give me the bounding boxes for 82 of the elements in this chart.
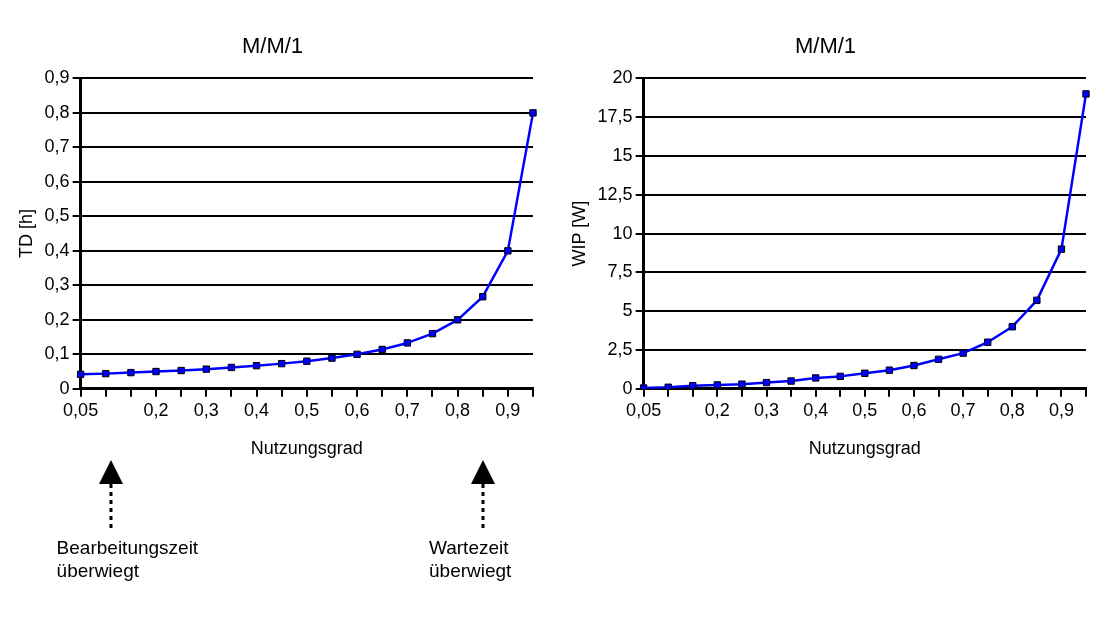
text: Bearbeitungszeit überwiegt [56,536,200,582]
point [738,380,746,388]
point [328,354,336,362]
point [453,316,462,324]
point [1033,296,1041,305]
point [811,374,820,382]
point [227,363,236,372]
x-tick-label: 0,8 [445,399,471,420]
x-tick-label: 0,05 [63,399,99,420]
point [76,370,85,378]
point [861,369,869,377]
y-tick-label: 10 [612,222,633,243]
y-tick-label: 0,5 [44,205,70,226]
y-tick-label: 0,9 [44,67,70,88]
x-tick-label: 0,4 [803,399,829,420]
point [885,366,894,374]
point [664,383,672,389]
point [428,329,437,338]
x-tick-label: 0,4 [244,399,270,420]
point [353,350,361,358]
y-tick-label: 0,8 [44,101,70,122]
point [959,349,967,357]
point [102,369,110,378]
point [713,381,722,389]
chart-title: M/M/1 [241,33,304,59]
point [1057,245,1066,253]
y-tick-label: 0,6 [44,170,70,191]
x-tick-label: 0,7 [394,399,420,420]
point [152,367,160,376]
point [934,355,943,363]
x-tick-label: 0,6 [344,399,370,420]
y-tick-label: 0,1 [44,343,70,364]
point [278,359,286,368]
y-tick-label: 7,5 [607,261,633,282]
y-tick-label: 0,3 [44,274,70,295]
x-tick-label: 0,3 [193,399,219,420]
point [403,339,412,347]
y-tick-label: 12,5 [597,183,633,204]
text: Wartezeit überwiegt [429,536,513,582]
y-tick-label: 0,2 [44,308,70,329]
y-tick-label: 0,4 [44,239,70,260]
x-tick-label: 0,6 [901,399,927,420]
point [202,365,210,373]
y-tick-label: 17,5 [597,106,633,127]
y-tick-label: 0,7 [44,136,70,157]
x-tick-label: 0,9 [1048,399,1074,420]
x-tick-label: 0,7 [950,399,976,420]
point [504,247,512,255]
x-tick-label: 0,3 [754,399,780,420]
x-tick-label: 0,8 [999,399,1025,420]
x-axis-title: Nutzungsgrad [808,438,921,459]
x-tick-label: 0,05 [626,399,662,420]
point [127,368,135,377]
x-tick-label: 0,2 [143,399,169,420]
y-axis-title: TD [h] [15,209,36,259]
point [252,362,261,370]
x-tick-label: 0,5 [294,399,320,420]
point [529,109,537,117]
point [479,293,487,301]
x-tick-label: 0,9 [495,399,521,420]
point [303,357,311,365]
point [378,345,386,354]
point [177,366,185,375]
y-tick-label: 0 [59,377,70,398]
point [910,361,918,370]
point [984,338,992,346]
x-tick-label: 0,5 [852,399,878,420]
point [836,372,844,381]
point [1082,90,1090,98]
y-tick-label: 5 [622,300,633,321]
point [762,378,771,387]
point [787,377,795,385]
x-axis-title: Nutzungsgrad [250,438,363,459]
y-tick-label: 2,5 [607,338,633,359]
point [689,382,697,389]
y-tick-label: 20 [612,67,633,88]
y-tick-label: 15 [612,144,633,165]
y-tick-label: 0 [622,377,633,398]
y-axis-title: WIP [W] [568,200,589,267]
x-tick-label: 0,2 [704,399,730,420]
point [1008,323,1016,331]
chart-title: M/M/1 [794,33,857,59]
